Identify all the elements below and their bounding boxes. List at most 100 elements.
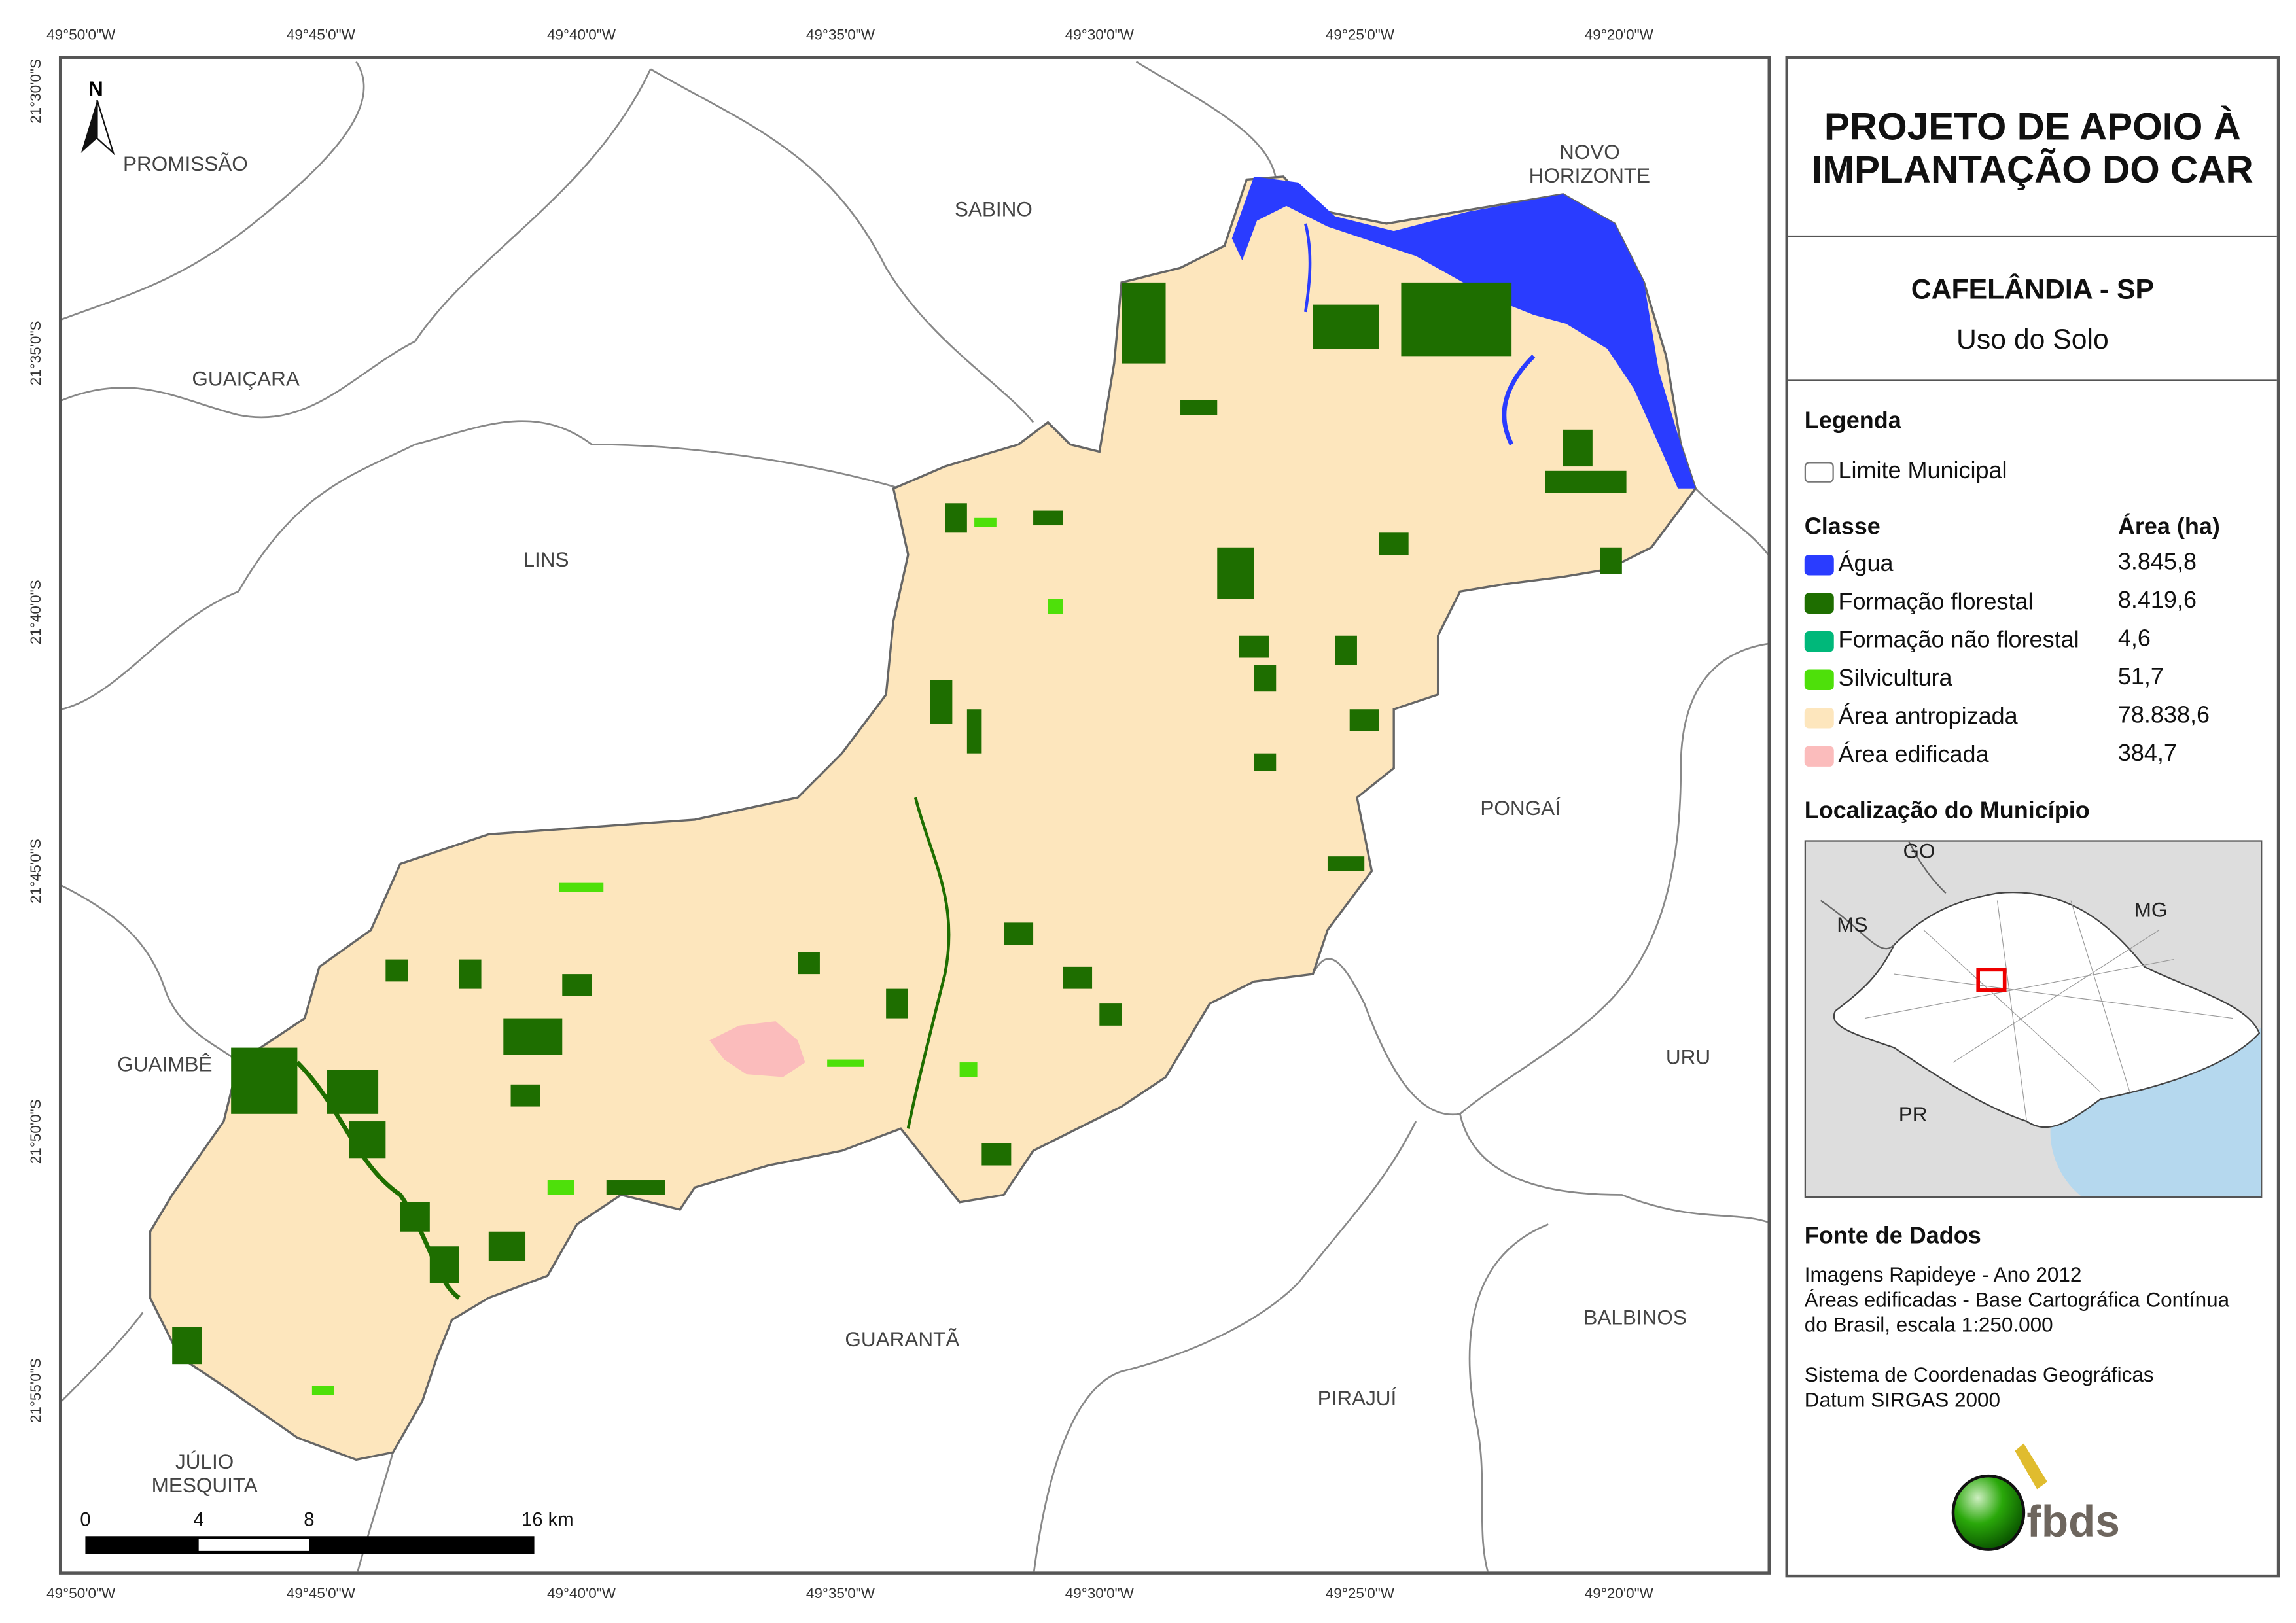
forest-patch bbox=[1313, 304, 1379, 349]
lon-label-top: 49°50'0"W bbox=[46, 27, 116, 44]
place-label: URU bbox=[1665, 1045, 1711, 1069]
forest-patch bbox=[930, 680, 953, 724]
municipality-locator bbox=[1976, 968, 2007, 992]
forest-patch bbox=[886, 988, 908, 1019]
legend-swatch bbox=[1804, 555, 1834, 576]
boundary-line bbox=[62, 1312, 144, 1402]
legend-label: Área antropizada bbox=[1838, 705, 2018, 730]
legend-title: Legenda bbox=[1804, 409, 1901, 434]
forest-patch bbox=[1239, 635, 1269, 658]
divider bbox=[1788, 379, 2277, 381]
scale-label: 16 km bbox=[521, 1508, 574, 1531]
place-label: NOVO HORIZONTE bbox=[1528, 139, 1651, 187]
forest-patch bbox=[1099, 1003, 1122, 1026]
forest-patch bbox=[606, 1180, 665, 1195]
forest-patch bbox=[231, 1047, 298, 1114]
scale-label: 8 bbox=[304, 1508, 315, 1531]
boundary-line bbox=[1459, 1113, 1768, 1223]
legend-panel: PROJETO DE APOIO À IMPLANTAÇÃO DO CAR CA… bbox=[1785, 56, 2280, 1578]
forest-patch bbox=[1063, 966, 1093, 989]
forest-patch bbox=[503, 1018, 563, 1055]
forest-patch bbox=[1335, 635, 1357, 665]
legend-label: Área edificada bbox=[1838, 742, 1989, 769]
legend-label: Formação não florestal bbox=[1838, 628, 2079, 654]
north-arrow-icon bbox=[80, 99, 115, 156]
lon-label-bottom: 49°50'0"W bbox=[46, 1586, 116, 1603]
divider bbox=[1788, 235, 2277, 237]
forest-patch bbox=[1254, 753, 1277, 771]
river bbox=[1303, 223, 1312, 313]
fbds-logo-icon bbox=[1951, 1443, 2047, 1551]
lat-label: 21°45'0"S bbox=[28, 839, 45, 904]
location-inset-map: GO MS MG PR bbox=[1804, 840, 2263, 1198]
place-label: BALBINOS bbox=[1583, 1305, 1687, 1329]
lon-label-top: 49°35'0"W bbox=[805, 27, 875, 44]
legend-item: Área edificada bbox=[1804, 742, 1989, 771]
municipality-name: CAFELÂNDIA - SP bbox=[1911, 275, 2155, 306]
legend-swatch bbox=[1804, 669, 1834, 690]
water-reservoir bbox=[1231, 176, 1696, 489]
boundary-line bbox=[62, 69, 652, 419]
boundary-line bbox=[357, 1452, 394, 1572]
map-frame[interactable]: N PROMISSÃO SABINO NOVO HORIZONTE GUAIÇA… bbox=[58, 56, 1771, 1575]
forest-patch bbox=[981, 1143, 1012, 1166]
legend-area: 78.838,6 bbox=[2117, 703, 2210, 729]
boundary-line bbox=[1312, 642, 1768, 1116]
north-arrow: N bbox=[78, 77, 116, 159]
silviculture-patch bbox=[1048, 599, 1063, 614]
forest-patch bbox=[1401, 282, 1512, 357]
lat-label: 21°35'0"S bbox=[28, 321, 45, 386]
boundary-line bbox=[1135, 61, 1277, 180]
scale-label: 4 bbox=[193, 1508, 204, 1531]
inset-label: MG bbox=[2134, 898, 2168, 922]
place-label: LINS bbox=[523, 547, 569, 571]
north-label: N bbox=[88, 76, 103, 100]
place-label: JÚLIO MESQUITA bbox=[151, 1449, 258, 1497]
location-title: Localização do Município bbox=[1804, 799, 2090, 824]
legend-item: Silvicultura bbox=[1804, 665, 1952, 695]
sources-text: Imagens Rapideye - Ano 2012 Áreas edific… bbox=[1804, 1262, 2230, 1336]
river bbox=[906, 797, 951, 1129]
place-label: GUAIMBÊ bbox=[117, 1052, 213, 1076]
fbds-logo: fbds bbox=[1947, 1439, 2138, 1557]
river bbox=[1502, 354, 1536, 445]
legend-label: Água bbox=[1838, 551, 1894, 577]
map-title: PROJETO DE APOIO À IMPLANTAÇÃO DO CAR bbox=[1812, 104, 2253, 192]
silviculture-patch bbox=[311, 1386, 334, 1395]
forest-patch bbox=[429, 1246, 459, 1283]
place-label: PONGAÍ bbox=[1480, 795, 1561, 820]
legend-item: Água bbox=[1804, 550, 1894, 580]
lat-label: 21°50'0"S bbox=[28, 1099, 45, 1164]
forest-patch bbox=[1217, 547, 1254, 599]
forest-patch bbox=[385, 959, 408, 982]
legend-label: Formação florestal bbox=[1838, 590, 2034, 616]
legend-item: Área antropizada bbox=[1804, 703, 2018, 733]
legend-swatch bbox=[1804, 631, 1834, 652]
legend-area: 4,6 bbox=[2117, 627, 2151, 652]
forest-patch bbox=[966, 709, 982, 754]
forest-patch bbox=[400, 1202, 430, 1232]
boundary-line bbox=[1468, 1223, 1549, 1572]
boundary-swatch bbox=[1804, 462, 1834, 483]
forest-patch bbox=[488, 1231, 526, 1261]
lon-label-top: 49°30'0"W bbox=[1065, 27, 1134, 44]
place-label: SABINO bbox=[954, 197, 1033, 221]
urban-area bbox=[709, 1021, 805, 1077]
forest-patch bbox=[1254, 665, 1277, 692]
forest-patch bbox=[1545, 470, 1627, 493]
boundary-line bbox=[62, 884, 239, 1064]
inset-label: GO bbox=[1903, 840, 1935, 863]
forest-patch bbox=[1180, 400, 1218, 415]
map-canvas[interactable] bbox=[59, 56, 1771, 1574]
forest-patch bbox=[1563, 429, 1593, 467]
forest-patch bbox=[1122, 282, 1166, 364]
forest-patch bbox=[798, 952, 820, 975]
forest-patch bbox=[327, 1070, 379, 1114]
lon-label-bottom: 49°40'0"W bbox=[546, 1586, 616, 1603]
scale-label: 0 bbox=[80, 1508, 91, 1531]
boundary-line bbox=[650, 68, 1034, 423]
inset-label: PR bbox=[1898, 1102, 1928, 1126]
legend-area: 384,7 bbox=[2117, 741, 2177, 767]
forest-patch bbox=[1033, 510, 1063, 526]
